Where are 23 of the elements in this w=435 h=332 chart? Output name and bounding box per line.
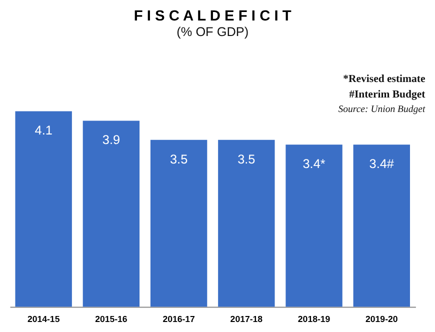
x-tick-label: 2014-15 — [27, 314, 60, 324]
data-label: 3.4# — [369, 157, 394, 172]
data-label: 3.9 — [102, 133, 120, 148]
bar — [15, 111, 72, 307]
x-tick-label: 2016-17 — [162, 314, 196, 324]
x-tick-label: 2017-18 — [230, 314, 263, 324]
annotation: Source: Union Budget — [338, 104, 426, 116]
bar — [150, 140, 208, 307]
bar — [286, 144, 342, 307]
data-label: 3.4* — [302, 157, 326, 172]
bar — [353, 144, 410, 307]
bar — [82, 120, 140, 307]
x-tick-label: 2019-20 — [366, 314, 398, 324]
text: *Revised estimate — [343, 72, 426, 85]
chart-subtitle: (% OF GDP) — [176, 24, 249, 39]
text: #Interim Budget — [349, 88, 426, 101]
bar — [218, 140, 275, 307]
data-label: 3.5 — [170, 152, 188, 166]
chart-title: F I S C A L D E F I C I T — [134, 8, 292, 24]
x-tick-label: 2018-19 — [298, 314, 330, 324]
data-label: 4.1 — [34, 124, 52, 138]
x-tick-label: 2015-16 — [95, 314, 128, 324]
data-label: 3.5 — [238, 152, 256, 166]
